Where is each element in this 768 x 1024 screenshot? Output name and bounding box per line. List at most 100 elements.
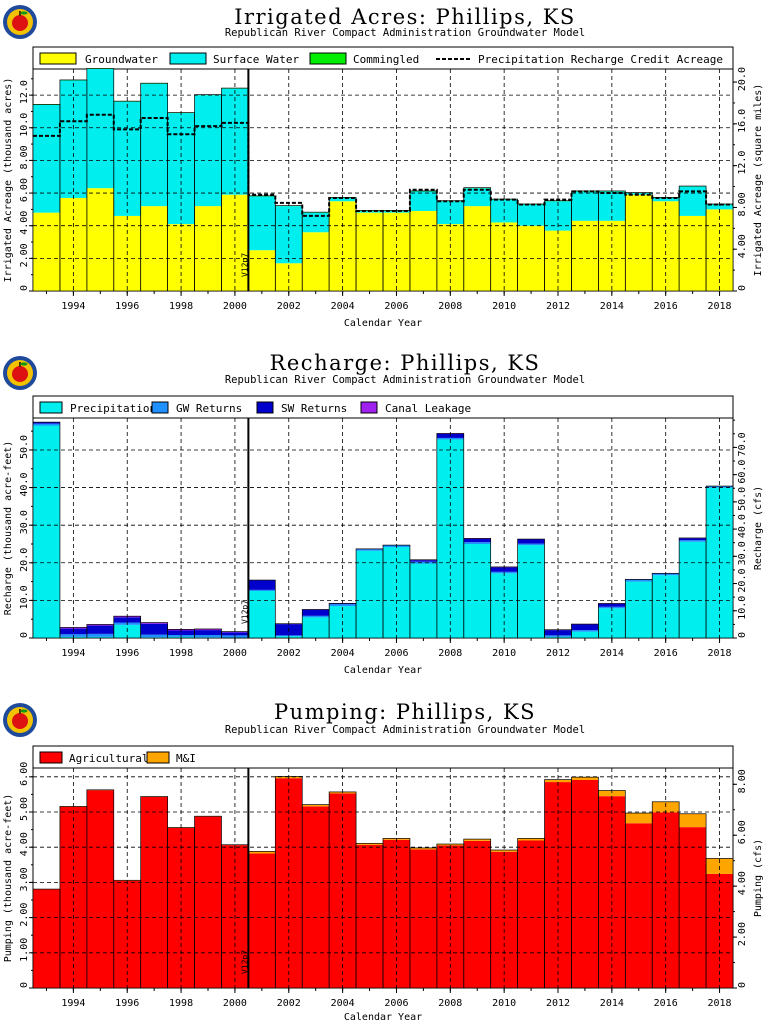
bar-agricultural xyxy=(302,806,330,988)
bar-gw-returns xyxy=(517,543,545,546)
x-tick-label: 1994 xyxy=(61,301,85,312)
bar-gw-returns xyxy=(356,549,383,551)
y2-tick-label: 70.0 xyxy=(737,432,748,456)
bar-groundwater xyxy=(194,206,222,291)
x-tick-label: 1994 xyxy=(61,648,85,659)
chart-title: Pumping: Phillips, KS xyxy=(274,700,536,724)
x-tick-label: 2016 xyxy=(654,648,678,659)
bar-gw-returns xyxy=(571,630,599,632)
y-tick-label: 4.00 xyxy=(19,211,30,235)
recharge-panel: Recharge: Phillips, KS Republican River … xyxy=(3,351,764,676)
x-tick-label: 2014 xyxy=(600,648,624,659)
y2-tick-label: 8.00 xyxy=(737,192,748,216)
y2-tick-label: 30.0 xyxy=(737,541,748,565)
x-tick-label: 2008 xyxy=(438,998,462,1009)
bar-m-i xyxy=(463,839,491,841)
bar-gw-returns xyxy=(329,604,357,607)
bar-surface-water xyxy=(571,191,599,221)
y2-tick-label: 8.00 xyxy=(737,769,748,793)
x-tick-label: 2016 xyxy=(654,301,678,312)
x-tick-label: 1998 xyxy=(169,301,193,312)
y-tick-label: 10.0 xyxy=(19,113,30,137)
x-tick-label: 1998 xyxy=(169,998,193,1009)
bar-precipitation xyxy=(194,637,222,638)
y-tick-label: 5.00 xyxy=(19,797,30,821)
y2-axis-label: Irrigated Acreage (square miles) xyxy=(753,84,764,277)
bar-m-i xyxy=(436,844,464,846)
bar-canal-leakage xyxy=(86,624,114,626)
bar-groundwater xyxy=(409,211,437,291)
x-tick-label: 2012 xyxy=(546,648,570,659)
bar-m-i xyxy=(679,813,707,828)
bar-agricultural xyxy=(517,840,545,988)
legend-label-groundwater: Groundwater xyxy=(85,53,158,66)
x-tick-label: 2004 xyxy=(331,998,355,1009)
x-tick-label: 1996 xyxy=(115,998,139,1009)
bar-m-i xyxy=(544,779,572,783)
model-version-label: V12p7 xyxy=(240,253,249,277)
bar-sw-returns xyxy=(113,617,141,623)
bar-sw-returns xyxy=(221,632,249,636)
bar-agricultural xyxy=(383,839,410,988)
bar-agricultural xyxy=(86,790,114,988)
y-tick-label: 0 xyxy=(19,285,30,291)
x-tick-label: 2014 xyxy=(600,998,624,1009)
legend-swatch-sw-returns xyxy=(256,401,274,414)
legend-label-commingled: Commingled xyxy=(353,53,419,66)
y2-tick-label: 4.00 xyxy=(737,871,748,895)
legend-swatch-gw-returns xyxy=(151,401,169,414)
bar-groundwater xyxy=(571,220,599,291)
bar-precipitation xyxy=(302,617,330,638)
logo-icon xyxy=(3,703,37,737)
x-axis-label: Calendar Year xyxy=(344,318,422,329)
x-tick-label: 2018 xyxy=(707,648,731,659)
x-tick-label: 2006 xyxy=(384,648,408,659)
bar-groundwater xyxy=(625,194,653,291)
bar-surface-water xyxy=(140,83,168,207)
y2-tick-label: 16.0 xyxy=(737,109,748,133)
legend-swatch-commingled xyxy=(309,52,347,65)
bar-agricultural xyxy=(356,844,383,988)
model-version-label: V12p7 xyxy=(240,950,249,974)
bar-groundwater xyxy=(463,206,491,291)
y-tick-label: 2.00 xyxy=(19,243,30,267)
logo-icon xyxy=(3,5,37,39)
bar-surface-water xyxy=(329,197,357,202)
bar-sw-returns xyxy=(302,609,330,616)
bar-surface-water xyxy=(86,69,114,189)
bar-precipitation xyxy=(140,637,168,638)
x-tick-label: 2010 xyxy=(492,998,516,1009)
bar-surface-water xyxy=(463,188,491,207)
bar-surface-water xyxy=(517,204,545,226)
x-axis-label: Calendar Year xyxy=(344,1012,422,1023)
bar-precipitation xyxy=(490,573,518,638)
bar-sw-returns xyxy=(571,624,599,631)
bar-gw-returns xyxy=(248,589,276,591)
y2-tick-label: 20.0 xyxy=(737,67,748,91)
x-tick-label: 2012 xyxy=(546,301,570,312)
x-tick-label: 2018 xyxy=(707,301,731,312)
bar-sw-returns xyxy=(598,603,626,607)
x-tick-label: 2008 xyxy=(438,648,462,659)
bar-agricultural xyxy=(571,779,599,988)
bar-groundwater xyxy=(706,209,733,291)
bar-sw-returns xyxy=(248,580,276,590)
y-tick-label: 20.0 xyxy=(19,548,30,572)
plot-area: 0 10.0 20.0 30.0 40.0 50.0 0 10.0 20.0 30.0 40.0 50… xyxy=(19,418,748,659)
legend-swatch-agricultural xyxy=(39,751,63,764)
x-tick-label: 2002 xyxy=(277,998,301,1009)
y-tick-label: 3.00 xyxy=(19,867,30,891)
y2-tick-label: 0 xyxy=(737,285,748,291)
bar-canal-leakage xyxy=(194,628,222,631)
bar-groundwater xyxy=(248,250,276,291)
y2-tick-label: 4.00 xyxy=(737,234,748,258)
bar-gw-returns xyxy=(302,615,330,618)
x-tick-label: 2002 xyxy=(277,301,301,312)
legend-label-precip-credit: Precipitation Recharge Credit Acreage xyxy=(478,53,723,66)
chart-subtitle: Republican River Compact Administration … xyxy=(225,724,585,736)
bar-sw-returns xyxy=(86,625,114,634)
bar-agricultural xyxy=(33,889,60,988)
y-axis-label: Recharge (thousand acre-feet) xyxy=(3,441,14,616)
y2-tick-label: 2.00 xyxy=(737,922,748,946)
